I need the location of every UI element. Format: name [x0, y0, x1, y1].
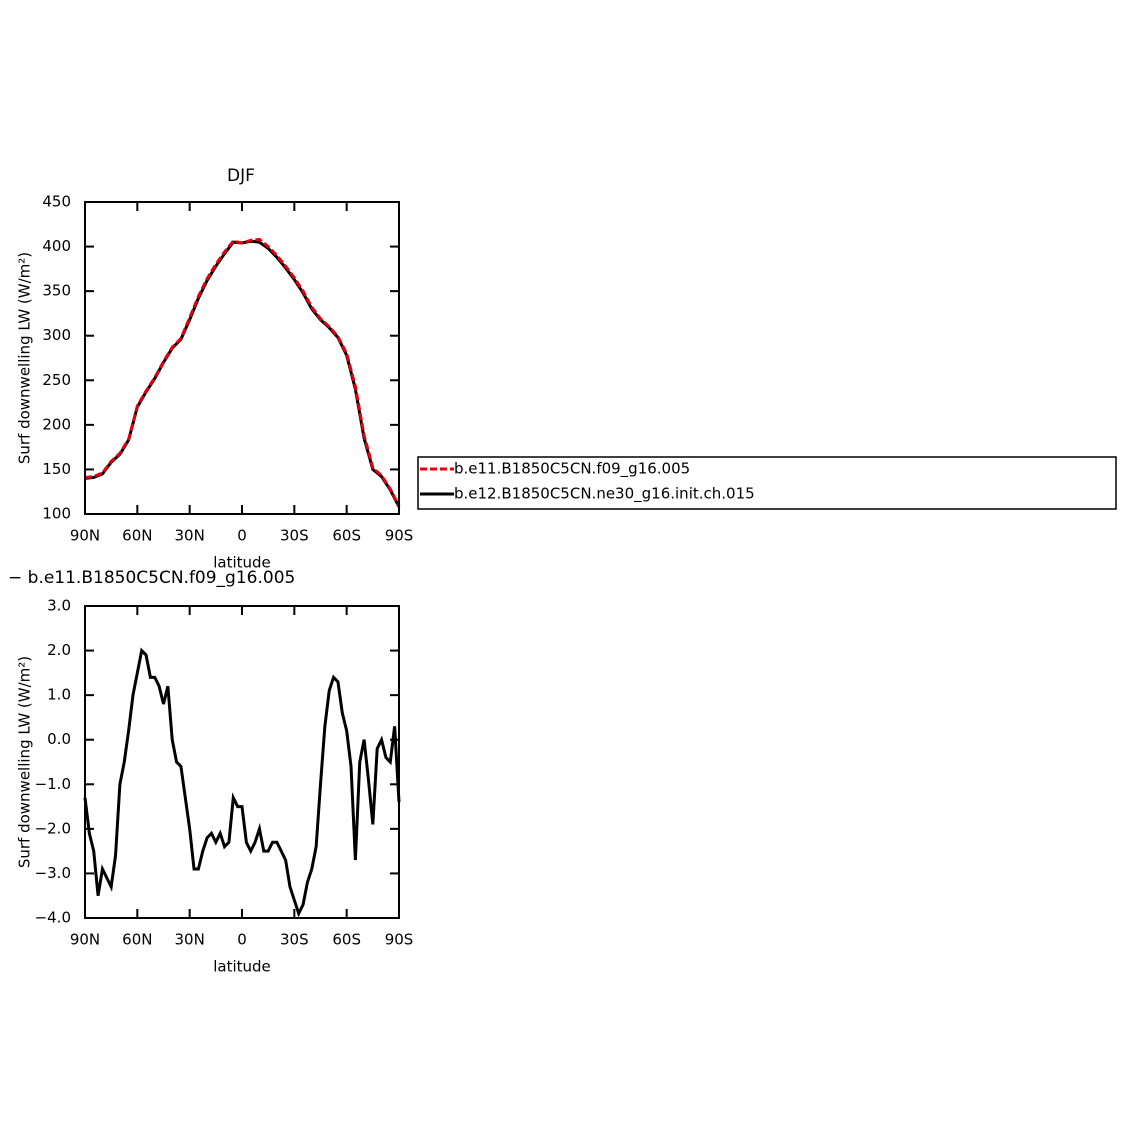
- y-tick-label: −1.0: [35, 775, 71, 793]
- x-tick-label: 0: [237, 527, 247, 545]
- x-tick-label: 90S: [385, 527, 414, 545]
- data-line: [84, 237, 401, 507]
- x-tick-label: 30N: [175, 931, 205, 949]
- x-tick-label: 60S: [332, 527, 361, 545]
- chart-title: DJF: [227, 166, 255, 186]
- y-tick-label: 0.0: [47, 730, 71, 748]
- x-tick-label: 90S: [385, 931, 414, 949]
- data-line: [83, 647, 401, 918]
- y-tick-label: 350: [42, 282, 71, 300]
- plot-frame: [84, 605, 400, 919]
- y-tick-label: 200: [42, 415, 71, 433]
- y-tick-label: −4.0: [35, 909, 71, 927]
- y-axis-label: Surf downwelling LW (W/m²): [16, 252, 34, 464]
- legend-label: b.e12.B1850C5CN.ne30_g16.init.ch.015: [454, 485, 755, 504]
- x-tick-label: 60S: [332, 931, 361, 949]
- x-tick-label: 30N: [175, 527, 205, 545]
- x-tick-label: 60N: [122, 527, 152, 545]
- y-tick-label: 3.0: [47, 597, 71, 615]
- y-tick-label: −3.0: [35, 864, 71, 882]
- x-tick-label: 60N: [122, 931, 152, 949]
- x-axis-label: latitude: [213, 554, 271, 572]
- y-tick-label: 400: [42, 237, 71, 255]
- x-tick-label: 90N: [70, 931, 100, 949]
- x-tick-label: 30S: [280, 527, 309, 545]
- y-tick-label: 1.0: [47, 686, 71, 704]
- y-tick-label: 450: [42, 193, 71, 211]
- chart-title: − b.e11.B1850C5CN.f09_g16.005: [8, 568, 295, 588]
- y-tick-label: −2.0: [35, 819, 71, 837]
- legend-box: [417, 456, 1117, 510]
- y-tick-label: 250: [42, 371, 71, 389]
- x-tick-label: 30S: [280, 931, 309, 949]
- y-tick-label: 150: [42, 460, 71, 478]
- y-axis-label: Surf downwelling LW (W/m²): [16, 656, 34, 868]
- y-tick-label: 2.0: [47, 641, 71, 659]
- y-tick-label: 100: [42, 505, 71, 523]
- x-tick-label: 0: [237, 931, 247, 949]
- x-tick-label: 90N: [70, 527, 100, 545]
- x-axis-label: latitude: [213, 958, 271, 976]
- legend-label: b.e11.B1850C5CN.f09_g16.005: [454, 460, 690, 479]
- y-tick-label: 300: [42, 326, 71, 344]
- plot-frame: [84, 201, 400, 515]
